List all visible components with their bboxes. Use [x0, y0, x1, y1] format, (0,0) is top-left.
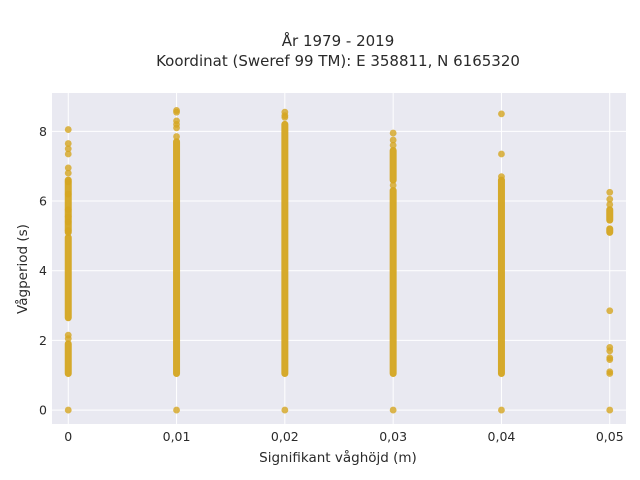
data-point: [64, 406, 72, 414]
data-point: [606, 406, 614, 414]
series-column: [173, 107, 181, 414]
data-point: [281, 406, 289, 414]
data-point: [606, 354, 614, 362]
y-tick-label: 4: [39, 263, 47, 278]
data-point: [64, 164, 72, 172]
chart-title-line2: Koordinat (Sweref 99 TM): E 358811, N 61…: [156, 52, 520, 70]
data-point: [389, 141, 397, 149]
data-point: [64, 227, 72, 235]
data-point: [498, 173, 505, 181]
data-point: [606, 188, 614, 196]
series-column: [497, 110, 505, 414]
data-point: [64, 169, 72, 177]
y-tick-label: 6: [39, 194, 47, 209]
data-point: [64, 150, 72, 158]
y-tick-label: 2: [39, 333, 47, 348]
data-point: [64, 213, 72, 221]
x-tick-label: 0,01: [163, 429, 191, 444]
y-axis-title: Vågperiod (s): [14, 224, 31, 314]
data-points: [64, 107, 614, 414]
data-point: [606, 195, 614, 203]
data-point: [173, 406, 180, 414]
data-point: [498, 110, 505, 118]
x-tick-label: 0: [64, 429, 72, 444]
data-point: [498, 406, 505, 414]
data-point: [606, 307, 614, 315]
series-column: [389, 129, 397, 414]
y-tick-label: 8: [39, 124, 47, 139]
data-point: [173, 133, 180, 140]
data-point: [64, 145, 72, 153]
data-point: [173, 107, 180, 114]
data-point: [64, 206, 72, 214]
data-point: [64, 178, 72, 186]
data-point: [64, 331, 72, 339]
x-axis-title: Signifikant våghöjd (m): [259, 449, 417, 466]
x-tick-label: 0,04: [488, 429, 516, 444]
data-point: [64, 126, 72, 133]
data-point: [389, 136, 397, 144]
chart-title-line1: År 1979 - 2019: [282, 31, 395, 50]
data-point: [389, 406, 397, 414]
x-tick-label: 0,03: [379, 429, 407, 444]
series-column: [606, 188, 614, 414]
x-tick-label: 0,05: [596, 429, 624, 444]
data-point: [606, 368, 614, 376]
plot-area: [52, 93, 626, 424]
series-column: [64, 126, 72, 414]
data-point: [498, 150, 505, 158]
data-point: [173, 117, 180, 125]
tick-labels: 0 0,01 0,02 0,03 0,04 0,05 0 2 4 6 8: [39, 124, 624, 444]
series-column: [281, 108, 289, 414]
data-point: [389, 129, 397, 137]
data-point: [64, 190, 72, 198]
data-point: [606, 201, 614, 208]
data-point: [606, 343, 614, 351]
data-point: [281, 108, 289, 116]
x-tick-label: 0,02: [271, 429, 299, 444]
data-point: [64, 140, 72, 147]
data-point: [389, 181, 397, 189]
data-point: [64, 218, 72, 226]
y-tick-label: 0: [39, 403, 47, 418]
